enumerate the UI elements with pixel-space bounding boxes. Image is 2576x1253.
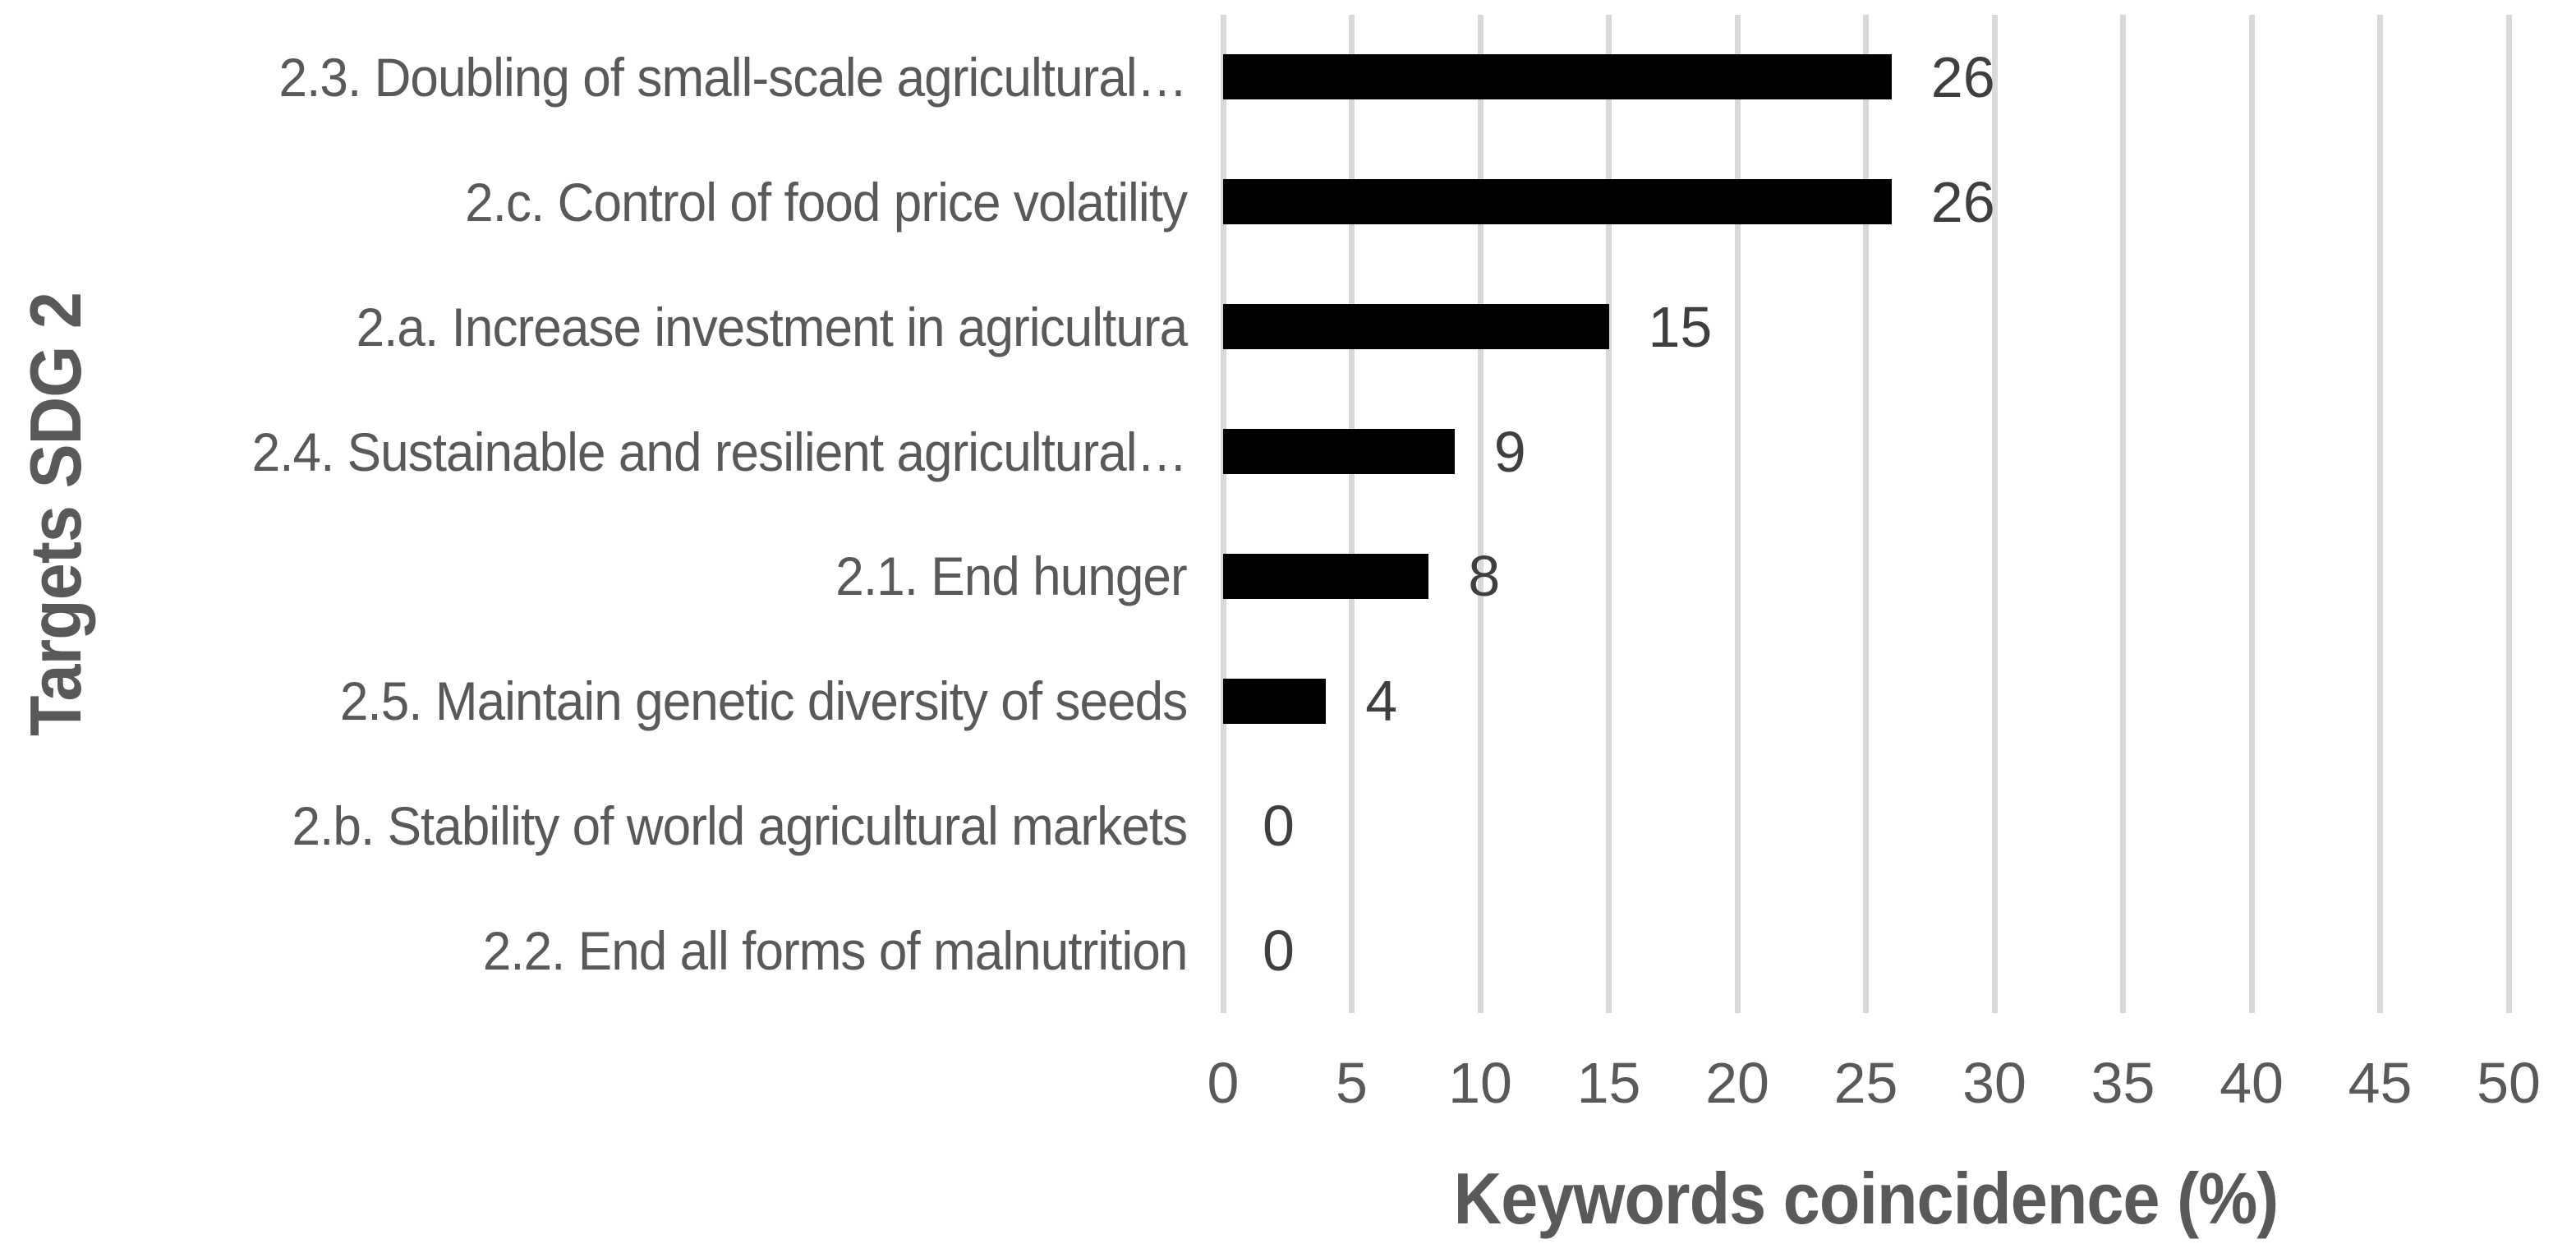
category-label: 2.a. Increase investment in agricultura — [356, 296, 1188, 357]
value-label: 0 — [1263, 794, 1295, 859]
gridline — [1606, 15, 1612, 1013]
x-tick-label: 15 — [1576, 1051, 1641, 1115]
y-axis-title: Targets SDG 2 — [15, 292, 96, 736]
x-tick-label: 20 — [1705, 1051, 1769, 1115]
x-tick-label: 25 — [1833, 1051, 1898, 1115]
bar — [1223, 678, 1327, 724]
value-label: 15 — [1648, 294, 1713, 359]
value-label: 9 — [1493, 419, 1526, 484]
value-label: 4 — [1365, 669, 1398, 734]
bar — [1223, 429, 1455, 475]
category-label: 2.2. End all forms of malnutrition — [482, 920, 1188, 982]
gridline — [2377, 15, 2383, 1013]
gridline — [1220, 15, 1226, 1013]
gridline — [2248, 15, 2255, 1013]
category-label: 2.3. Doubling of small-scale agricultura… — [278, 46, 1188, 108]
x-axis-title: Keywords coincidence (%) — [1453, 1158, 2279, 1239]
x-tick-label: 5 — [1336, 1051, 1368, 1115]
gridline — [1349, 15, 1355, 1013]
category-label: 2.4. Sustainable and resilient agricultu… — [251, 421, 1188, 482]
gridline — [1991, 15, 1998, 1013]
value-label: 26 — [1930, 44, 1995, 109]
x-tick-label: 30 — [1962, 1051, 2026, 1115]
x-tick-label: 40 — [2220, 1051, 2284, 1115]
value-label: 0 — [1263, 919, 1295, 984]
category-label: 2.5. Maintain genetic diversity of seeds — [339, 670, 1188, 732]
category-label: 2.1. End hunger — [835, 546, 1188, 607]
gridline — [2505, 15, 2512, 1013]
category-label: 2.b. Stability of world agricultural mar… — [292, 795, 1188, 857]
category-label: 2.c. Control of food price volatility — [464, 171, 1188, 233]
bar — [1223, 54, 1892, 100]
gridline — [2120, 15, 2126, 1013]
bar — [1223, 179, 1892, 225]
gridline — [1863, 15, 1869, 1013]
x-tick-label: 50 — [2477, 1051, 2541, 1115]
gridline — [1477, 15, 1484, 1013]
x-tick-label: 10 — [1448, 1051, 1512, 1115]
x-tick-label: 45 — [2348, 1051, 2413, 1115]
bar — [1223, 304, 1609, 350]
x-tick-label: 0 — [1207, 1051, 1240, 1115]
value-label: 8 — [1468, 544, 1501, 609]
value-label: 26 — [1930, 169, 1995, 234]
gridline — [1734, 15, 1741, 1013]
x-tick-label: 35 — [2091, 1051, 2155, 1115]
bar — [1223, 553, 1429, 599]
